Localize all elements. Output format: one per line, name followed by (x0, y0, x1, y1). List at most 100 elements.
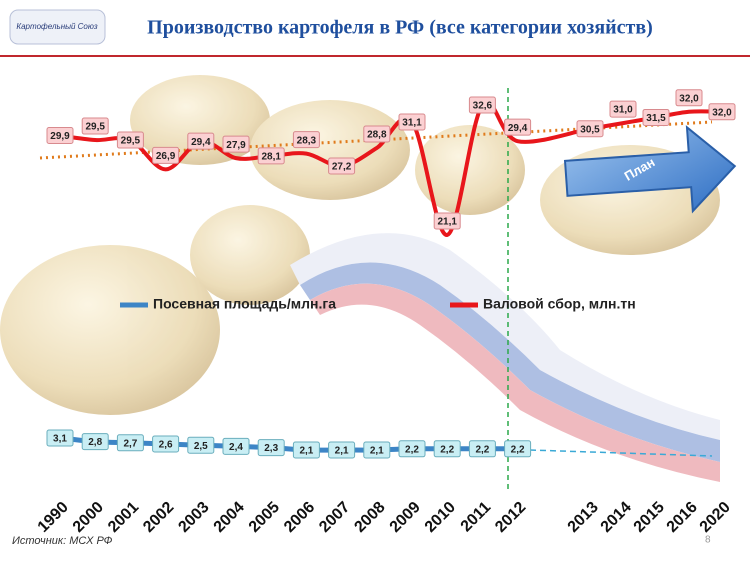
data-label-box (675, 89, 703, 107)
data-label-text: 29,4 (508, 123, 528, 134)
data-label-text: 2,2 (475, 444, 489, 455)
data-label: 29,4 (504, 118, 532, 136)
data-label-box (46, 429, 74, 447)
data-label-text: 27,9 (226, 140, 246, 151)
data-label-text: 32,0 (712, 107, 732, 118)
data-label-text: 31,5 (646, 113, 666, 124)
data-label-box (328, 157, 356, 175)
data-label-text: 2,1 (370, 446, 384, 457)
data-label: 2,2 (504, 440, 532, 458)
data-label: 2,2 (398, 440, 426, 458)
data-label-box (81, 117, 109, 135)
data-label-box (292, 441, 320, 459)
legend-label: Валовой сбор, млн.тн (483, 296, 636, 312)
data-label: 2,1 (292, 441, 320, 459)
data-label-text: 2,1 (335, 446, 349, 457)
data-label: 2,7 (116, 434, 144, 452)
data-label-box (328, 441, 356, 459)
source: Источник: МСХ РФ (12, 535, 113, 547)
logo: Картофельный Союз (9, 9, 106, 45)
data-label-box (398, 113, 426, 131)
data-label: 28,1 (257, 147, 285, 165)
data-label-text: 2,2 (511, 444, 525, 455)
data-label-box (576, 120, 604, 138)
data-label: 2,3 (257, 439, 285, 457)
page-number: 8 (705, 535, 711, 546)
data-label: 32,6 (468, 96, 496, 114)
logo-text: Картофельный Союз (16, 22, 98, 31)
data-label-box (363, 125, 391, 143)
data-label-text: 31,0 (613, 105, 633, 116)
data-label: 2,6 (152, 435, 180, 453)
data-label-text: 2,8 (88, 437, 102, 448)
data-label-text: 29,5 (121, 136, 141, 147)
data-label-box (222, 437, 250, 455)
data-label-box (152, 146, 180, 164)
data-label: 2,8 (81, 433, 109, 451)
data-label: 28,8 (363, 125, 391, 143)
data-label-box (257, 147, 285, 165)
data-label-text: 2,7 (123, 438, 137, 449)
data-label-text: 30,5 (580, 124, 600, 135)
area-plan-line (529, 449, 713, 457)
data-label-text: 2,2 (405, 444, 419, 455)
data-label: 2,2 (468, 440, 496, 458)
data-label: 29,5 (116, 131, 144, 149)
chart-title: Производство картофеля в РФ (все категор… (147, 17, 653, 39)
data-label: 3,1 (46, 429, 74, 447)
data-label: 29,5 (81, 117, 109, 135)
data-label-text: 2,5 (194, 441, 208, 452)
data-label-text: 32,6 (473, 101, 493, 112)
series-line (58, 100, 724, 237)
data-label: 31,5 (642, 108, 670, 126)
data-label-text: 32,0 (679, 93, 699, 104)
data-label-text: 27,2 (332, 162, 352, 173)
data-label: 28,3 (292, 131, 320, 149)
data-label-box (433, 440, 461, 458)
data-label-box (708, 103, 736, 121)
data-label-box (46, 127, 74, 145)
data-label-box (504, 440, 532, 458)
data-label-box (609, 100, 637, 118)
data-label-box (642, 108, 670, 126)
data-label: 2,1 (328, 441, 356, 459)
data-label-box (81, 433, 109, 451)
data-label-box (257, 439, 285, 457)
data-label-box (433, 212, 461, 230)
data-label-text: 2,2 (440, 444, 454, 455)
data-label-box (398, 440, 426, 458)
data-label-text: 31,1 (402, 118, 422, 129)
data-label-text: 29,9 (50, 131, 70, 142)
data-label-box (292, 131, 320, 149)
data-label-text: 2,6 (159, 440, 173, 451)
data-label: 31,1 (398, 113, 426, 131)
data-label-text: 26,9 (156, 151, 176, 162)
data-label-box (116, 131, 144, 149)
data-label: 27,2 (328, 157, 356, 175)
data-label-text: 28,1 (261, 152, 281, 163)
data-label-box (152, 435, 180, 453)
plan-arrow: План (563, 125, 737, 214)
data-label: 27,9 (222, 135, 250, 153)
data-label: 26,9 (152, 146, 180, 164)
data-label: 2,4 (222, 437, 250, 455)
data-label: 32,0 (708, 103, 736, 121)
data-label: 32,0 (675, 89, 703, 107)
data-label-box (187, 132, 215, 150)
data-label-box (468, 96, 496, 114)
data-label: 2,2 (433, 440, 461, 458)
data-label-box (504, 118, 532, 136)
data-label: 30,5 (576, 120, 604, 138)
data-label-text: 28,3 (297, 135, 317, 146)
data-label-box (187, 436, 215, 454)
data-label-text: 21,1 (437, 217, 457, 228)
data-label-box (363, 441, 391, 459)
header (0, 0, 750, 55)
data-label-text: 28,8 (367, 130, 387, 141)
data-label-box (116, 434, 144, 452)
data-label-text: 2,4 (229, 442, 243, 453)
data-label: 29,9 (46, 127, 74, 145)
data-label-text: 3,1 (53, 434, 67, 445)
legend-label: Посевная площадь/млн.га (153, 296, 336, 312)
data-label: 29,4 (187, 132, 215, 150)
